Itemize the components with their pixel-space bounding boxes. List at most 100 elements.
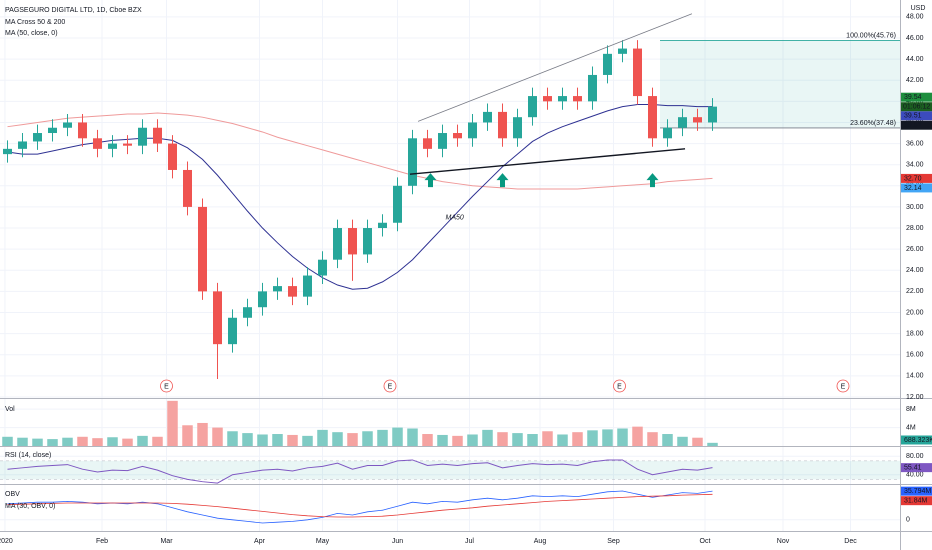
volume-bar <box>692 437 703 446</box>
grid <box>0 0 900 531</box>
y-tick-label: 16.00 <box>906 352 924 359</box>
volume-bar <box>557 434 568 446</box>
candle-body <box>603 53 612 75</box>
price-tag <box>901 173 932 183</box>
candle-body <box>78 122 87 139</box>
y-tick-label: 4M <box>906 424 916 431</box>
volume-bar <box>677 436 688 446</box>
candle-body <box>138 127 147 146</box>
trendline <box>417 13 693 122</box>
legend-entry: MA (50, close, 0) <box>5 30 58 37</box>
candle-body <box>153 127 162 144</box>
y-tick-label: 20.00 <box>906 309 924 316</box>
candle-body <box>3 148 12 155</box>
currency: USD <box>911 5 926 12</box>
volume-bar <box>512 433 523 446</box>
volume-bar <box>32 438 43 446</box>
candle-body <box>258 291 267 308</box>
candle-body <box>18 141 27 149</box>
y-tick-label: 34.00 <box>906 162 924 169</box>
earnings-label: E <box>841 383 846 390</box>
y-tick-label: 36.00 <box>906 140 924 147</box>
pane-title: Vol <box>5 406 15 413</box>
volume-bar <box>482 429 493 446</box>
candle-body <box>123 143 132 146</box>
y-tick-label: 26.00 <box>906 246 924 253</box>
x-tick-label: Feb <box>96 538 108 545</box>
pane-title: MA (30, OBV, 0) <box>5 503 55 510</box>
axes: 2020 Feb Mar Apr May Jun Jul Aug Sep Oct Nov Dec 12.… <box>0 14 932 545</box>
price-tag <box>901 111 932 121</box>
candle-body <box>378 222 387 229</box>
countdown-tag <box>901 102 932 112</box>
x-tick-label: Jun <box>392 538 403 545</box>
volume-bar <box>467 434 478 446</box>
volume-bar <box>377 429 388 446</box>
price-tag-label: 39.51 <box>904 113 922 120</box>
candle-body <box>543 96 552 102</box>
price-tag <box>901 496 932 506</box>
volume-bar <box>152 436 163 446</box>
symbol-title: PAGSEGURO DIGITAL LTD, 1D, Cboe BZX <box>5 7 142 14</box>
candle-body <box>483 111 492 123</box>
volume-bar <box>107 437 118 446</box>
volume-bar <box>227 431 238 446</box>
volume-bar <box>602 429 613 446</box>
candle-body <box>303 275 312 297</box>
volume-bar <box>2 436 13 446</box>
earnings-marker <box>383 379 397 393</box>
price-tag <box>901 120 932 130</box>
volume-bar <box>197 422 208 446</box>
volume-bar <box>272 434 283 446</box>
rsi-band <box>0 460 900 480</box>
indicator-line <box>7 493 713 518</box>
volume-bar <box>647 432 658 446</box>
earnings-label: E <box>388 383 393 390</box>
plot-area: 100.00%(45.76) 23.60%(37.48) MA50 E E E E <box>0 13 900 524</box>
price-tag-label: 55.41 <box>904 464 922 471</box>
price-tag <box>901 92 932 102</box>
candle-body <box>198 206 207 292</box>
fib-label: 100.00%(45.76) <box>846 32 896 39</box>
candle-body <box>228 317 237 345</box>
y-tick-label: 46.00 <box>906 35 924 42</box>
y-tick-label: 42.00 <box>906 77 924 84</box>
candle-body <box>498 111 507 139</box>
pane-title: OBV <box>5 491 20 498</box>
y-tick-label: 40.00 <box>906 472 924 479</box>
volume-bar <box>77 436 88 446</box>
fib-label: 23.60%(37.48) <box>850 120 896 127</box>
candle-body <box>168 143 177 170</box>
y-tick-label: 24.00 <box>906 267 924 274</box>
candle-body <box>438 133 447 149</box>
y-tick-label: 22.00 <box>906 288 924 295</box>
candle-body <box>513 117 522 139</box>
volume-bar <box>62 437 73 446</box>
volume-bar <box>572 432 583 446</box>
candle-body <box>423 138 432 149</box>
volume-bar <box>302 435 313 446</box>
indicator-line <box>7 490 713 524</box>
volume-bar <box>212 427 223 446</box>
candle-body <box>663 127 672 139</box>
x-tick-label: Oct <box>700 538 711 545</box>
candle-body <box>318 259 327 276</box>
annotation-arrow <box>496 173 509 188</box>
pane-title: RSI (14, close) <box>5 452 51 459</box>
candle-body <box>648 96 657 139</box>
earnings-marker <box>613 379 626 393</box>
candle-body <box>468 122 477 139</box>
indicator-line <box>7 459 713 484</box>
x-tick-label: Aug <box>534 538 547 545</box>
candle-body <box>393 185 402 223</box>
candle-body <box>273 286 282 292</box>
y-tick-label: 8M <box>906 406 916 413</box>
candle-body <box>363 228 372 255</box>
volume-bar <box>662 434 673 446</box>
candle-body <box>93 138 102 149</box>
candle-body <box>33 133 42 142</box>
countdown: 01:06:12 <box>903 104 930 111</box>
candle-body <box>633 48 642 97</box>
volume-bar <box>347 433 358 446</box>
